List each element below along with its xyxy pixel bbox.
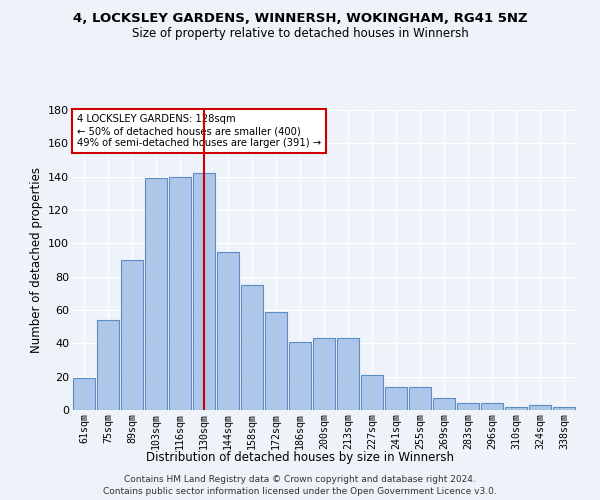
Bar [145, 178, 167, 410]
Text: Size of property relative to detached houses in Winnersh: Size of property relative to detached ho… [131, 28, 469, 40]
Bar [337, 338, 359, 410]
Bar [553, 406, 575, 410]
Text: Distribution of detached houses by size in Winnersh: Distribution of detached houses by size … [146, 451, 454, 464]
Bar [529, 405, 551, 410]
Bar [265, 312, 287, 410]
Text: Contains HM Land Registry data © Crown copyright and database right 2024.: Contains HM Land Registry data © Crown c… [124, 476, 476, 484]
Bar [73, 378, 95, 410]
Bar [481, 404, 503, 410]
Bar [217, 252, 239, 410]
Bar [313, 338, 335, 410]
Bar [505, 406, 527, 410]
Bar [409, 386, 431, 410]
Bar [241, 285, 263, 410]
Bar [385, 386, 407, 410]
Text: 4 LOCKSLEY GARDENS: 128sqm
← 50% of detached houses are smaller (400)
49% of sem: 4 LOCKSLEY GARDENS: 128sqm ← 50% of deta… [77, 114, 321, 148]
Y-axis label: Number of detached properties: Number of detached properties [29, 167, 43, 353]
Bar [361, 375, 383, 410]
Bar [289, 342, 311, 410]
Text: 4, LOCKSLEY GARDENS, WINNERSH, WOKINGHAM, RG41 5NZ: 4, LOCKSLEY GARDENS, WINNERSH, WOKINGHAM… [73, 12, 527, 26]
Bar [121, 260, 143, 410]
Bar [193, 174, 215, 410]
Text: Contains public sector information licensed under the Open Government Licence v3: Contains public sector information licen… [103, 486, 497, 496]
Bar [169, 176, 191, 410]
Bar [433, 398, 455, 410]
Bar [457, 404, 479, 410]
Bar [97, 320, 119, 410]
